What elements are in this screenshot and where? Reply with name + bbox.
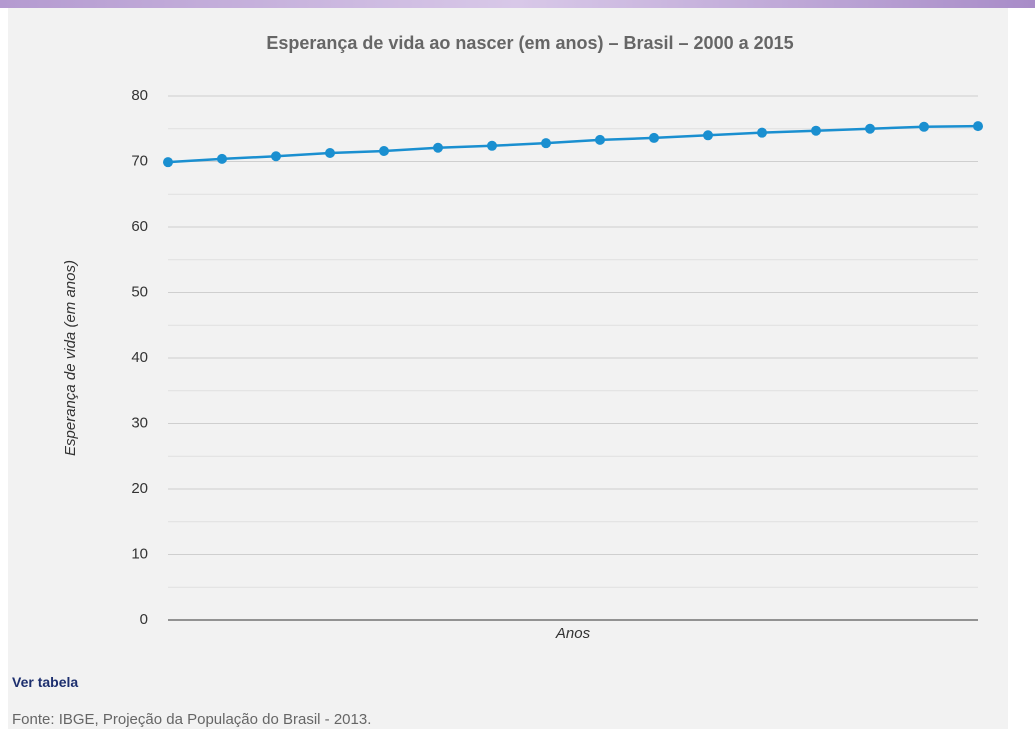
y-tick-label: 60 <box>131 218 148 235</box>
y-tick-label: 40 <box>131 349 148 366</box>
data-point <box>649 132 659 143</box>
y-axis-label: Esperança de vida (em anos) <box>62 260 79 456</box>
data-line <box>167 124 979 164</box>
y-tick-label: 80 <box>131 87 148 104</box>
data-point <box>703 130 713 141</box>
data-point <box>757 127 767 138</box>
data-point <box>973 121 983 132</box>
x-axis-label: Anos <box>555 625 591 642</box>
data-point <box>811 125 821 136</box>
header-band <box>0 0 1035 8</box>
y-tick-label: 70 <box>131 152 148 169</box>
y-tick-label: 10 <box>131 545 148 562</box>
data-point <box>865 123 875 134</box>
y-tick-label: 0 <box>140 611 148 628</box>
view-table-link[interactable]: Ver tabela <box>12 674 79 690</box>
data-point <box>271 151 281 162</box>
y-tick-label: 30 <box>131 414 148 431</box>
panel <box>8 8 1008 729</box>
data-point <box>379 146 389 157</box>
data-point <box>433 142 443 153</box>
data-point <box>325 147 335 158</box>
data-point <box>541 138 551 149</box>
y-tick-label: 50 <box>131 283 148 300</box>
y-tick-label: 20 <box>131 480 148 497</box>
data-point <box>595 134 605 145</box>
data-point <box>487 140 497 151</box>
data-point <box>919 121 929 132</box>
chart-title: Esperança de vida ao nascer (em anos) – … <box>266 33 793 53</box>
data-point <box>217 153 227 164</box>
data-point <box>163 157 173 168</box>
source-note: Fonte: IBGE, Projeção da População do Br… <box>12 711 372 728</box>
